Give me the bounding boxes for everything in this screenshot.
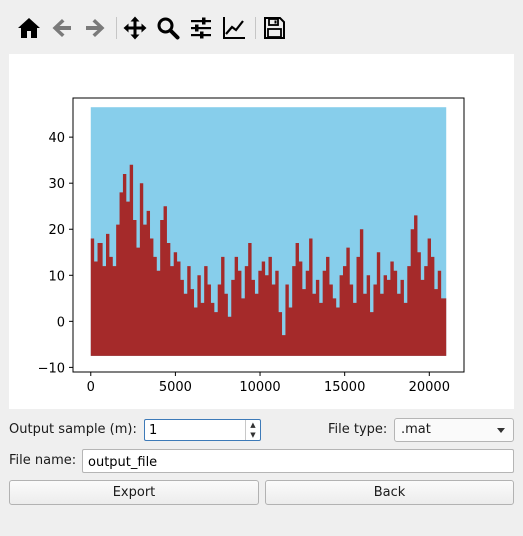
- chevron-down-icon: [497, 428, 505, 433]
- edit-axes-button[interactable]: [219, 13, 249, 43]
- file-type-label: File type:: [328, 422, 388, 437]
- arrow-right-icon: [86, 19, 105, 37]
- file-type-value: .mat: [401, 422, 431, 437]
- toolbar-separator: [116, 17, 117, 39]
- file-name-label: File name:: [9, 453, 77, 468]
- output-sample-input[interactable]: [147, 421, 249, 439]
- y-tick-label: 0: [57, 315, 65, 330]
- configure-subplots-button[interactable]: [186, 13, 216, 43]
- y-tick-label: 20: [48, 223, 65, 238]
- output-sample-spinbox[interactable]: ▲ ▼: [144, 419, 261, 441]
- export-button-label: Export: [112, 485, 156, 500]
- move-icon: [123, 16, 147, 40]
- forward-button[interactable]: [80, 13, 110, 43]
- file-name-field[interactable]: [82, 449, 514, 473]
- pan-button[interactable]: [120, 13, 150, 43]
- save-figure-button[interactable]: [259, 13, 289, 43]
- y-tick-label: 40: [48, 131, 65, 146]
- home-button[interactable]: [14, 13, 44, 43]
- zoom-button[interactable]: [153, 13, 183, 43]
- spin-down-icon[interactable]: ▼: [250, 431, 256, 439]
- x-tick-label: 5000: [159, 380, 192, 395]
- floppy-disk-icon: [264, 17, 285, 39]
- file-type-dropdown[interactable]: .mat: [394, 418, 514, 442]
- back-button[interactable]: [47, 13, 77, 43]
- arrow-left-icon: [52, 19, 71, 37]
- y-tick-label: 10: [48, 269, 65, 284]
- axes-frame: [72, 97, 465, 373]
- spin-up-icon[interactable]: ▲: [250, 421, 256, 429]
- file-name-input[interactable]: [86, 452, 510, 472]
- home-icon: [18, 18, 40, 38]
- x-tick-label: 0: [87, 380, 95, 395]
- x-tick-label: 20000: [409, 380, 450, 395]
- back-nav-button[interactable]: Back: [265, 480, 514, 505]
- sliders-icon: [191, 17, 211, 39]
- figure-canvas[interactable]: 0 5000 10000 15000 20000 −10 0 10 20 30 40: [9, 54, 514, 409]
- x-tick-label: 10000: [239, 380, 280, 395]
- lower-band-area: [90, 164, 447, 356]
- back-button-label: Back: [373, 485, 406, 500]
- spinbox-buttons: ▲ ▼: [245, 420, 260, 440]
- navigation-toolbar: [0, 0, 523, 54]
- area-chart: 0 5000 10000 15000 20000 −10 0 10 20 30 40: [38, 97, 465, 395]
- x-tick-label: 15000: [324, 380, 365, 395]
- y-tick-label: 30: [48, 177, 65, 192]
- magnifier-icon: [157, 17, 180, 40]
- toolbar-separator: [255, 17, 256, 39]
- export-button[interactable]: Export: [9, 480, 259, 505]
- y-tick-label: −10: [38, 361, 65, 376]
- line-chart-icon: [223, 17, 245, 39]
- output-sample-label: Output sample (m):: [9, 422, 137, 437]
